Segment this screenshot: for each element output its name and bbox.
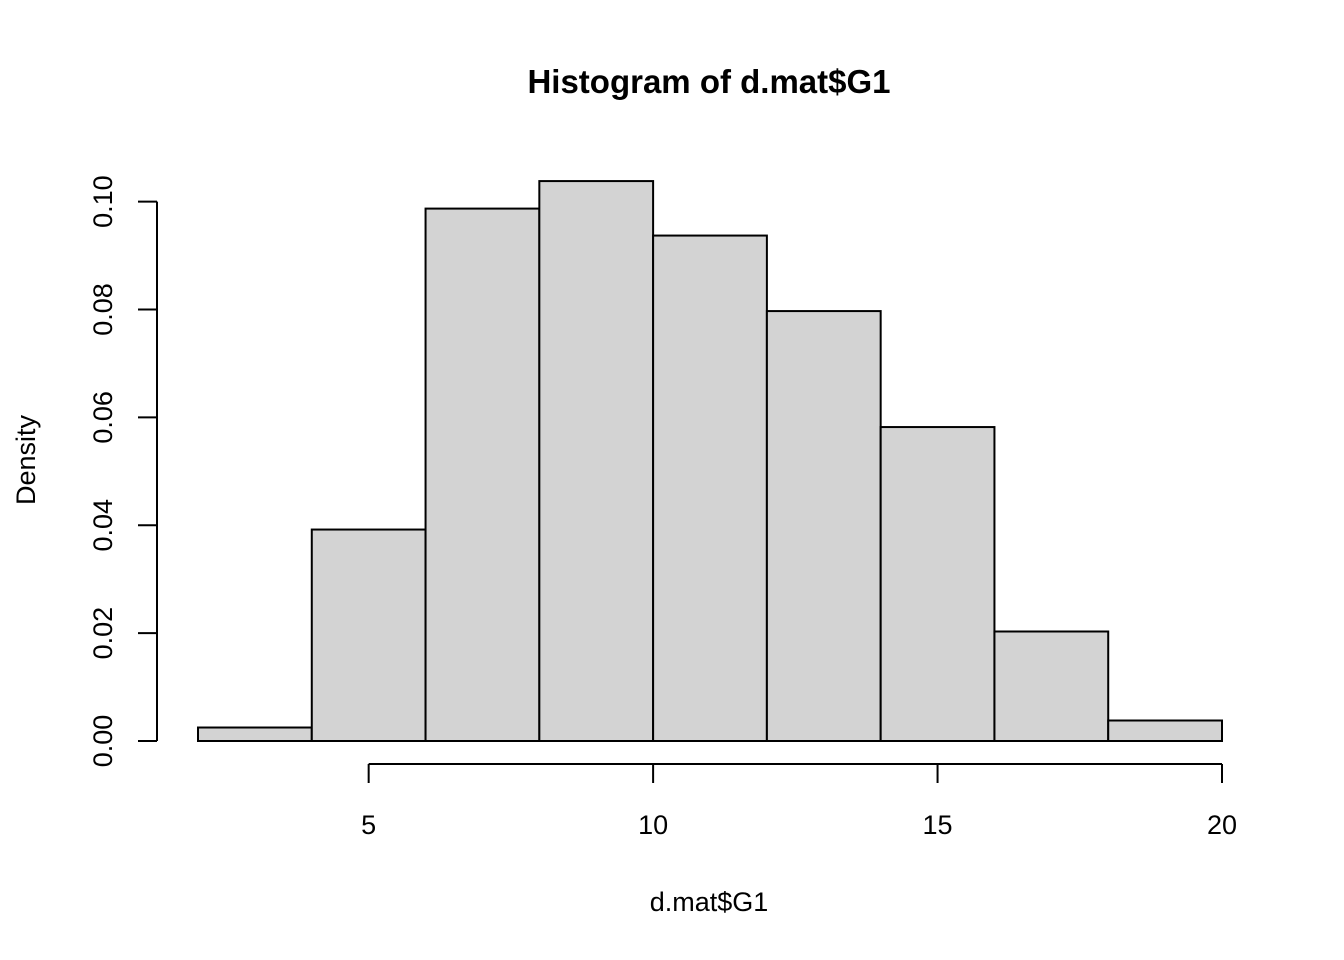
histogram-bar-4	[652, 234, 768, 742]
histogram-bar-1	[310, 528, 427, 742]
y-axis-label: Density	[11, 414, 41, 505]
histogram-bar-8	[1107, 719, 1223, 743]
histogram-bar-6	[879, 426, 996, 742]
histogram-bar-0	[197, 726, 313, 742]
y-tick-label-1: 0.02	[88, 607, 118, 660]
x-tick-label-1: 10	[638, 810, 668, 840]
y-tick-label-2: 0.04	[88, 499, 118, 552]
bars-group	[197, 180, 1223, 743]
y-axis: 0.00 0.02 0.04 0.06 0.08 0.10	[88, 175, 158, 768]
histogram-bar-3	[538, 180, 655, 742]
y-tick-label-3: 0.06	[88, 391, 118, 444]
x-axis-label: d.mat$G1	[650, 887, 769, 917]
x-tick-label-0: 5	[361, 810, 376, 840]
x-tick-label-3: 20	[1207, 810, 1237, 840]
y-tick-label-4: 0.08	[88, 283, 118, 336]
histogram-bar-7	[993, 630, 1110, 743]
chart-title: Histogram of d.mat$G1	[527, 63, 890, 100]
histogram-bar-2	[424, 207, 541, 742]
x-axis: 5 10 15 20	[361, 763, 1237, 840]
histogram-bar-5	[765, 310, 882, 742]
x-tick-label-2: 15	[923, 810, 953, 840]
y-tick-label-0: 0.00	[88, 715, 118, 768]
y-tick-label-5: 0.10	[88, 175, 118, 228]
